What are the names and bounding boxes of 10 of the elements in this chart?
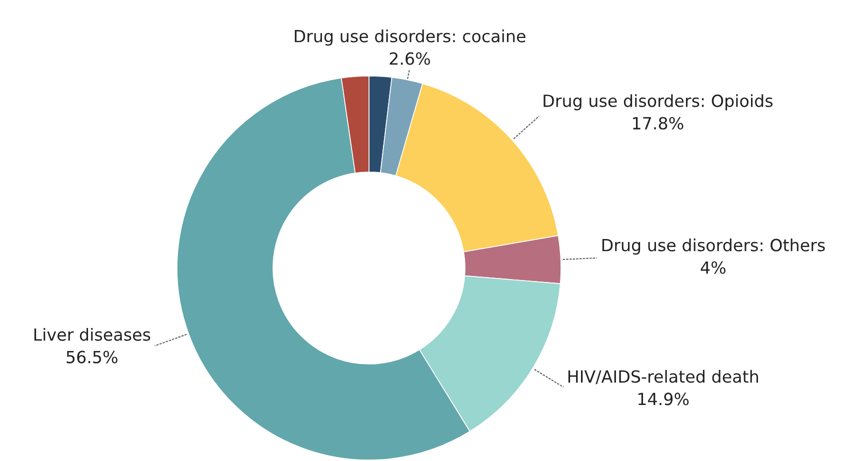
data-label: 4%	[700, 261, 726, 274]
slice-label: Drug use disorders: cocaine	[294, 30, 526, 46]
data-label: 56.5%	[66, 350, 118, 364]
slice-label: Drug use disorders: Opioids	[544, 94, 773, 110]
slice-label: Drug use disorders: Others	[602, 238, 825, 255]
data-label: 17.8%	[633, 116, 684, 130]
slice-label: HIV/AIDS-related death	[568, 370, 758, 384]
data-label: 2.6%	[390, 52, 430, 65]
data-label: 14.9%	[638, 392, 689, 406]
slice-label: Liver diseases	[34, 328, 150, 341]
